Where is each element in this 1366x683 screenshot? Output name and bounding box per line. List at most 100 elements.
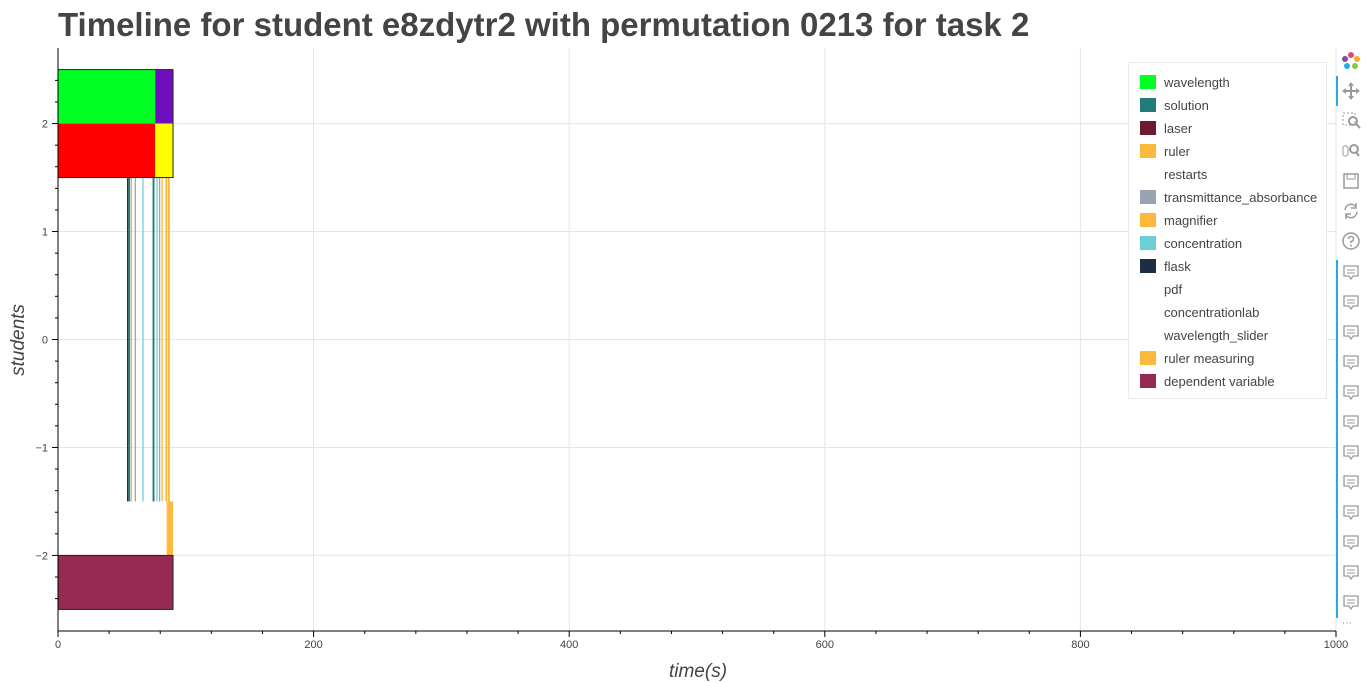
legend-label: magnifier [1164, 212, 1218, 228]
hover-icon[interactable] [1340, 382, 1362, 404]
pan-icon[interactable] [1340, 80, 1362, 102]
bar-magnifier [170, 501, 174, 556]
legend-swatch [1140, 144, 1156, 158]
hover-icon[interactable] [1340, 592, 1362, 614]
hover-icon[interactable] [1340, 442, 1362, 464]
toolbar: ⋯ [1336, 48, 1366, 638]
legend-item[interactable]: concentrationlab [1140, 304, 1259, 320]
bar-magnifier [167, 501, 171, 556]
legend-swatch [1140, 213, 1156, 227]
hover-icon[interactable] [1340, 472, 1362, 494]
x-axis-title: time(s) [669, 661, 727, 682]
bar-concentration [142, 177, 144, 502]
legend-swatch [1140, 98, 1156, 112]
y-axis-title: students [8, 304, 29, 376]
bar-transmittance-absorbance [158, 177, 161, 502]
legend-label: ruler measuring [1164, 350, 1255, 366]
y-tick-label: −1 [35, 442, 48, 454]
x-tick-label: 400 [560, 639, 578, 651]
bar-flask [127, 177, 129, 502]
legend-item[interactable]: ruler [1140, 143, 1190, 159]
legend-label: dependent variable [1164, 373, 1275, 389]
legend-label: wavelength_slider [1164, 327, 1269, 343]
x-tick-label: 800 [1071, 639, 1089, 651]
more-tools-icon[interactable]: ⋯ [1342, 618, 1352, 629]
bar-dependent-variable [58, 555, 174, 610]
legend[interactable]: wavelength solution laser ruler restarts tran… [1128, 62, 1327, 399]
legend-item[interactable]: pdf [1140, 281, 1182, 297]
legend-swatch [1140, 351, 1156, 365]
legend-item[interactable]: flask [1140, 258, 1191, 274]
legend-item[interactable]: magnifier [1140, 212, 1217, 228]
y-tick-label: 1 [42, 227, 48, 239]
hover-icon[interactable] [1340, 532, 1362, 554]
legend-label: solution [1164, 97, 1209, 113]
legend-swatch [1140, 328, 1156, 342]
save-icon[interactable] [1340, 170, 1362, 192]
bar-solution [128, 177, 131, 502]
bar-solution [152, 177, 155, 502]
legend-label: flask [1164, 258, 1191, 274]
legend-swatch [1140, 305, 1156, 319]
bokeh-logo-icon[interactable] [1340, 50, 1362, 72]
legend-label: ruler [1164, 143, 1191, 159]
reset-icon[interactable] [1340, 200, 1362, 222]
hover-icon[interactable] [1340, 322, 1362, 344]
legend-label: laser [1164, 120, 1193, 136]
toolbar-active-indicator [1336, 76, 1338, 106]
hover-icon[interactable] [1340, 562, 1362, 584]
bar-transmittance-absorbance [134, 177, 136, 502]
y-tick-label: 2 [42, 119, 48, 131]
bar-ruler [161, 177, 163, 502]
legend-label: transmittance_absorbance [1164, 189, 1318, 205]
legend-swatch [1140, 259, 1156, 273]
legend-item[interactable]: ruler measuring [1140, 350, 1254, 366]
x-tick-label: 600 [816, 639, 834, 651]
wheel-zoom-icon[interactable] [1340, 140, 1362, 162]
bar-wavelength [58, 69, 156, 124]
bar-ruler [130, 177, 133, 502]
legend-item[interactable]: solution [1140, 97, 1209, 113]
legend-item[interactable]: wavelength [1140, 74, 1230, 90]
legend-label: pdf [1164, 281, 1183, 297]
bar-ruler [167, 177, 170, 502]
grid [57, 48, 1337, 631]
hover-icon[interactable] [1340, 412, 1362, 434]
hover-icon[interactable] [1340, 352, 1362, 374]
help-icon[interactable] [1340, 230, 1362, 252]
x-tick-label: 200 [304, 639, 322, 651]
chart-title: Timeline for student e8zdytr2 with permu… [58, 6, 1030, 43]
legend-label: restarts [1164, 166, 1208, 182]
legend-swatch [1140, 374, 1156, 388]
bar-concentration [156, 177, 158, 502]
bars [57, 69, 174, 610]
bar-segment [58, 123, 156, 178]
legend-item[interactable]: laser [1140, 120, 1192, 136]
legend-item[interactable]: transmittance_absorbance [1140, 189, 1317, 205]
y-tick-label: −2 [35, 550, 48, 562]
legend-swatch [1140, 121, 1156, 135]
x-tick-label: 0 [55, 639, 61, 651]
legend-swatch [1140, 190, 1156, 204]
bar-ruler-measuring [166, 501, 168, 556]
x-tick-label: 1000 [1324, 639, 1348, 651]
legend-swatch [1140, 236, 1156, 250]
legend-label: wavelength [1164, 74, 1230, 90]
legend-swatch [1140, 75, 1156, 89]
hover-icon[interactable] [1340, 262, 1362, 284]
bar-ruler [165, 177, 168, 502]
bar-segment [155, 69, 174, 124]
legend-item[interactable]: wavelength_slider [1140, 327, 1268, 343]
toolbar-hover-indicator [1336, 260, 1338, 618]
legend-item[interactable]: concentration [1140, 235, 1242, 251]
legend-swatch [1140, 167, 1156, 181]
hover-icon[interactable] [1340, 502, 1362, 524]
y-tick-label: 0 [42, 335, 48, 347]
box-zoom-icon[interactable] [1340, 110, 1362, 132]
hover-icon[interactable] [1340, 292, 1362, 314]
axes: 0 200 400 600 800 1000 −2 −1 0 1 2 [35, 48, 1348, 651]
legend-item[interactable]: restarts [1140, 166, 1207, 182]
legend-item[interactable]: dependent variable [1140, 373, 1275, 389]
legend-swatch [1140, 282, 1156, 296]
